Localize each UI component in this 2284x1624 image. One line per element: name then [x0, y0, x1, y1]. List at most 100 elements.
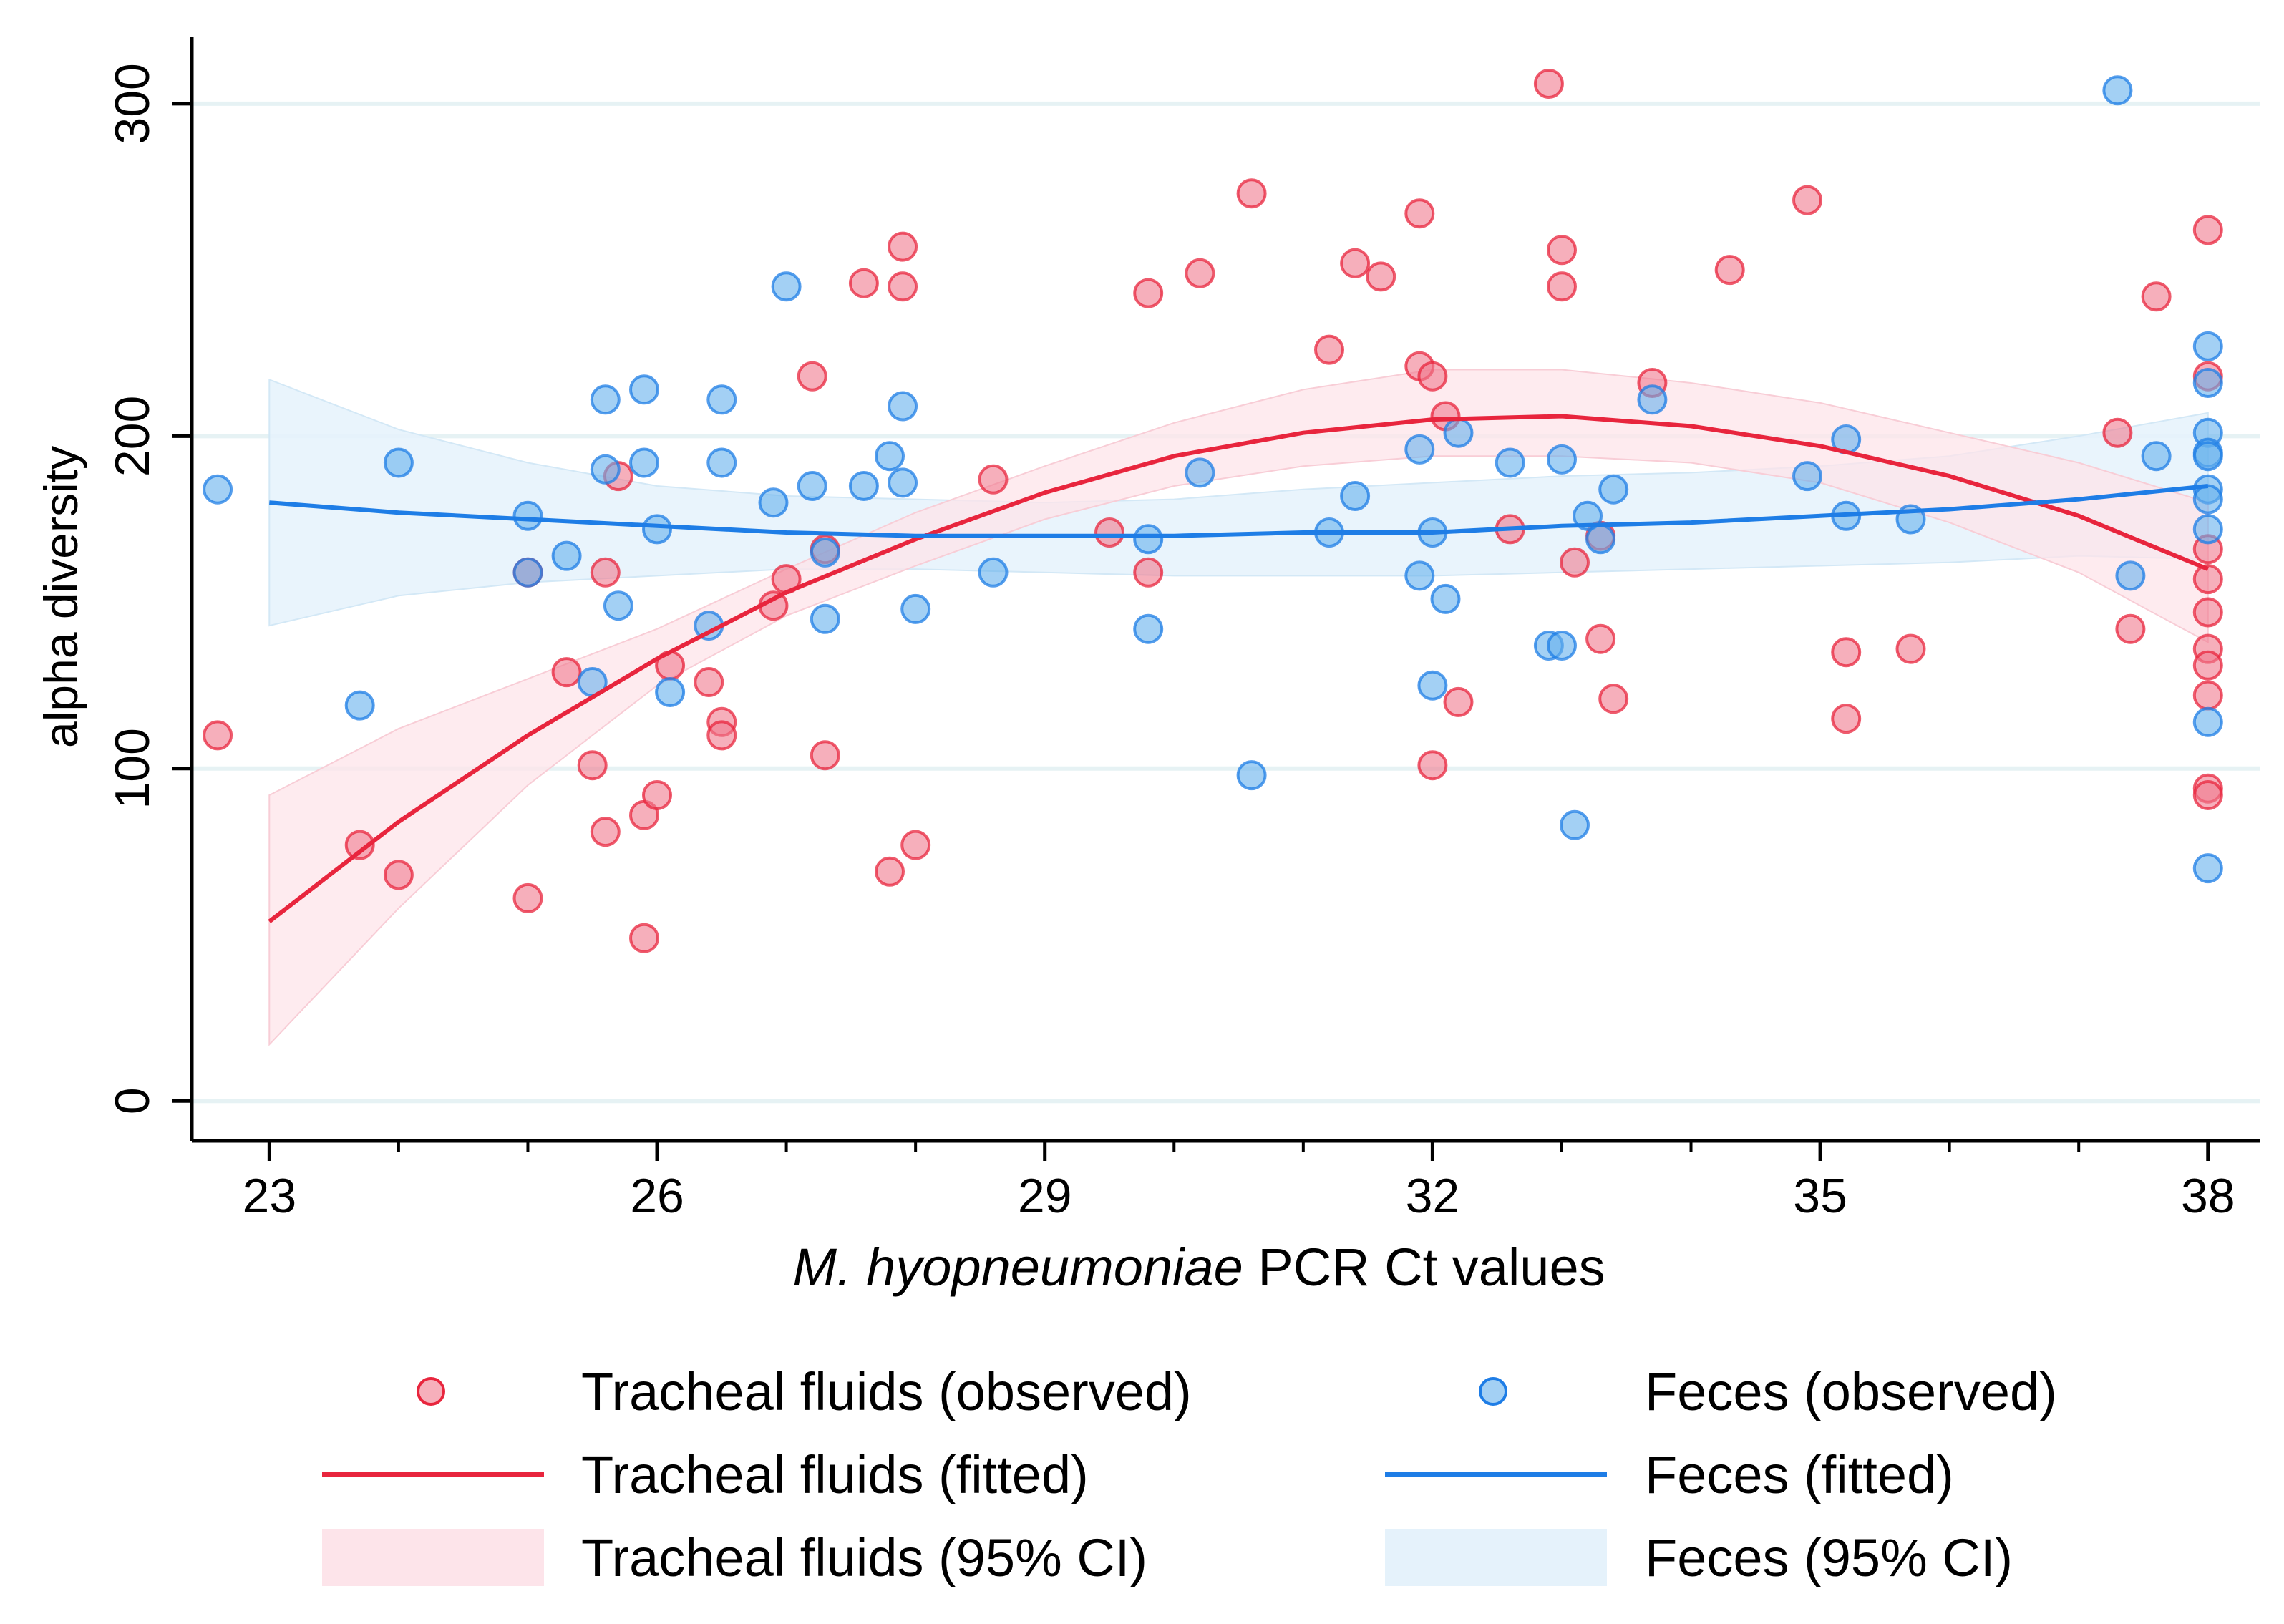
feces-fitted-line — [269, 484, 2209, 538]
x-tick-label-32: 32 — [1406, 1169, 1460, 1223]
legend: Tracheal fluids (observed) Feces (observ… — [322, 1362, 2057, 1587]
feces-point-64 — [2192, 706, 2223, 737]
tracheal-point-33 — [1314, 334, 1344, 365]
feces-point-24 — [888, 391, 918, 422]
feces-point-25 — [888, 467, 918, 498]
feces-point-17 — [758, 487, 789, 518]
tracheal-point-55 — [1895, 633, 1926, 664]
feces-point-22 — [848, 471, 879, 501]
tracheal-point-45 — [1547, 271, 1577, 302]
legend-label-feces-ci: Feces (95% CI) — [1645, 1528, 2013, 1587]
legend-marker-tracheal-observed — [417, 1377, 445, 1406]
tracheal-point-52 — [1792, 185, 1822, 215]
legend-label-feces-fitted: Feces (fitted) — [1645, 1445, 1954, 1504]
feces-point-26 — [900, 593, 931, 624]
feces-point-30 — [1185, 457, 1215, 488]
tracheal-point-34 — [1340, 248, 1371, 278]
legend-label-tracheal-ci: Tracheal fluids (95% CI) — [581, 1528, 1147, 1587]
x-axis-label-italic: M. hyopneumoniae — [792, 1238, 1243, 1297]
feces-point-60 — [2192, 441, 2223, 472]
tracheal-point-29 — [1133, 278, 1164, 308]
feces-point-42 — [1547, 444, 1577, 475]
feces-point-4 — [512, 557, 543, 588]
y-tick-label-0: 0 — [105, 1087, 160, 1114]
feces-point-1 — [344, 690, 375, 721]
feces-point-18 — [771, 271, 802, 302]
tracheal-point-66 — [2192, 680, 2223, 711]
legend-swatch-feces-ci — [1385, 1529, 1607, 1586]
tracheal-point-25 — [888, 271, 918, 302]
tracheal-point-14 — [694, 667, 724, 697]
tracheal-point-54 — [1831, 704, 1862, 734]
feces-point-12 — [642, 514, 672, 545]
feces-point-49 — [1792, 461, 1822, 492]
legend-label-feces-observed: Feces (observed) — [1645, 1362, 2057, 1421]
tracheal-point-32 — [1236, 178, 1267, 209]
tracheal-point-31 — [1185, 258, 1215, 288]
feces-point-54 — [2115, 560, 2146, 591]
feces-point-62 — [2192, 484, 2223, 515]
feces-point-10 — [629, 374, 659, 405]
x-tick-label-23: 23 — [243, 1169, 297, 1223]
feces-point-28 — [1133, 613, 1164, 644]
tracheal-point-57 — [2115, 613, 2146, 644]
tracheal-point-24 — [888, 231, 918, 262]
feces-point-9 — [603, 590, 633, 621]
tracheal-point-68 — [2192, 780, 2223, 810]
tracheal-point-5 — [551, 657, 582, 688]
y-axis-label: alpha diversity — [34, 446, 87, 748]
tracheal-point-27 — [978, 464, 1009, 495]
legend-swatch-tracheal-ci — [322, 1529, 544, 1586]
tracheal-point-3 — [512, 882, 543, 913]
tracheal-point-39 — [1417, 750, 1448, 781]
feces-point-56 — [2192, 331, 2223, 361]
feces-point-34 — [1404, 434, 1435, 465]
x-axis-label: M. hyopneumoniae PCR Ct values — [792, 1238, 1605, 1297]
tracheal-point-59 — [2192, 215, 2223, 245]
feces-point-3 — [512, 500, 543, 531]
y-tick-label-100: 100 — [105, 728, 160, 809]
gridlines — [192, 101, 2260, 1104]
tracheal-point-2 — [383, 860, 414, 890]
feces-point-21 — [810, 537, 840, 568]
tracheal-point-51 — [1714, 255, 1745, 286]
y-tick-label-300: 300 — [105, 63, 160, 144]
feces-point-53 — [2102, 75, 2133, 106]
x-tick-label-26: 26 — [630, 1169, 684, 1223]
tracheal-point-62 — [2192, 564, 2223, 595]
feces-point-43 — [1547, 631, 1577, 661]
tracheal-point-46 — [1560, 547, 1590, 578]
x-axis-label-text: PCR Ct values — [1243, 1238, 1605, 1297]
tracheal-point-0 — [203, 720, 233, 751]
feces-point-8 — [590, 454, 621, 485]
legend-marker-feces-observed — [1479, 1377, 1507, 1406]
feces-point-7 — [590, 384, 621, 415]
tracheal-point-12 — [642, 780, 672, 810]
feces-point-46 — [1585, 524, 1616, 555]
tracheal-point-6 — [577, 750, 608, 781]
feces-point-37 — [1417, 670, 1448, 701]
tracheal-point-44 — [1547, 235, 1577, 266]
feces-point-35 — [1404, 560, 1435, 591]
tracheal-point-35 — [1366, 261, 1396, 292]
feces-point-5 — [551, 540, 582, 571]
x-tick-label-35: 35 — [1793, 1169, 1847, 1223]
tracheal-point-1 — [344, 830, 375, 860]
feces-point-19 — [797, 471, 827, 501]
feces-point-15 — [706, 384, 737, 415]
feces-point-47 — [1598, 474, 1629, 505]
tracheal-point-28 — [1094, 517, 1124, 548]
feces-point-31 — [1236, 760, 1267, 791]
tracheal-point-8 — [590, 817, 621, 847]
feces-point-48 — [1637, 384, 1668, 415]
tracheal-point-41 — [1443, 686, 1474, 717]
feces-point-63 — [2192, 514, 2223, 545]
feces-point-16 — [706, 447, 737, 478]
feces-point-57 — [2192, 368, 2223, 398]
tracheal-point-26 — [900, 830, 931, 860]
tracheal-point-65 — [2192, 650, 2223, 681]
data-points — [203, 69, 2223, 953]
feces-point-65 — [2192, 853, 2223, 884]
